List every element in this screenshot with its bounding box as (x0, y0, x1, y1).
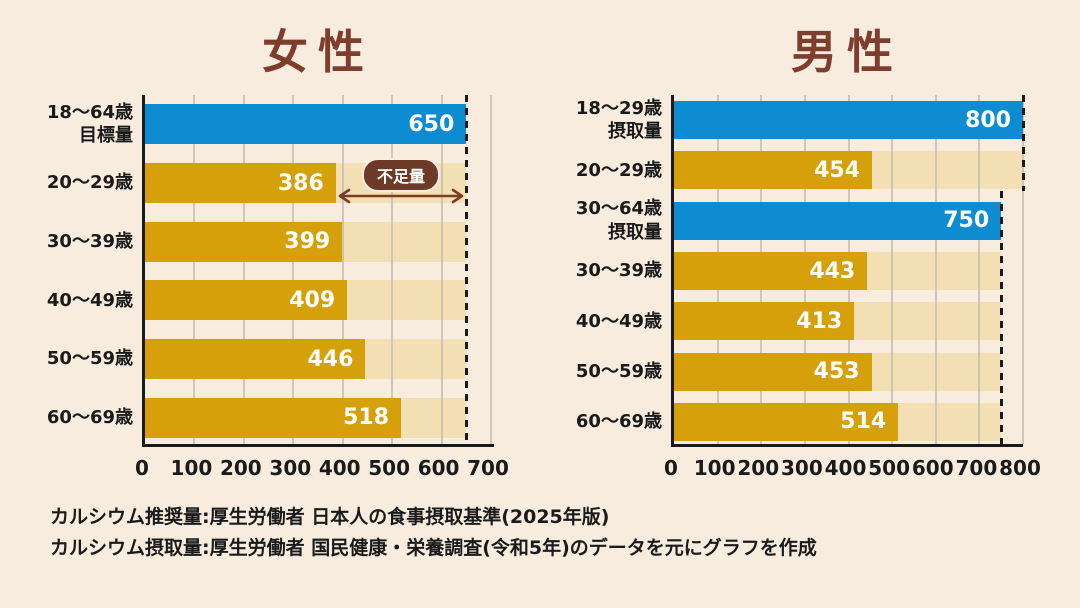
target-dashed-line (999, 190, 1003, 447)
bar-value-label: 413 (796, 308, 843, 334)
gridline (934, 95, 937, 444)
gridline (242, 95, 245, 444)
x-tick-label: 400 (318, 456, 361, 480)
row-label: 30〜64歳 摂取量 (575, 198, 662, 243)
target-dashed-line (1021, 95, 1025, 191)
row-label: 60〜69歳 (575, 411, 662, 433)
intake-bar: 518 (145, 397, 402, 438)
row-label: 60〜69歳 (46, 406, 133, 428)
bar-value-label: 454 (814, 157, 861, 183)
x-tick-label: 700 (955, 456, 998, 480)
x-tick-label: 500 (868, 456, 910, 480)
bar-value-label: 650 (408, 111, 455, 137)
footnote-recommended-source: カルシウム推奨量:厚生労働者 日本人の食事摂取基準(2025年版) (50, 506, 610, 528)
gridline (341, 95, 344, 444)
bar-value-label: 399 (284, 229, 331, 255)
intake-bar: 399 (145, 221, 343, 262)
chart-men: 男性 18〜29歳 摂取量 20〜29歳 30〜64歳 摂取量 30〜39歳 40〜49… (540, 0, 1080, 500)
x-tick-label: 0 (135, 456, 149, 480)
intake-bar: 453 (674, 352, 872, 391)
x-tick-label: 800 (999, 456, 1041, 480)
plot-area: 800 454 750 443 413 453 514 (671, 95, 1025, 447)
chart-men-title: 男性 (791, 25, 903, 79)
gridline (440, 95, 443, 444)
chart-women-canvas: 18〜64歳 目標量 20〜29歳 30〜39歳 40〜49歳 50〜59歳 60〜69歳… (0, 95, 540, 495)
intake-bar: 446 (145, 339, 366, 379)
bar-value-label: 453 (813, 359, 860, 385)
row-label: 20〜29歳 (575, 159, 662, 181)
target-bar: 750 (674, 201, 1002, 240)
bar-value-label: 800 (965, 107, 1011, 133)
gridline (391, 95, 394, 444)
target-bar: 650 (145, 104, 467, 145)
bar-value-label: 409 (289, 287, 336, 313)
row-label: 30〜39歳 (46, 230, 133, 252)
target-bar: 800 (674, 101, 1023, 140)
row-label: 20〜29歳 (46, 172, 133, 194)
x-tick-label: 200 (737, 456, 780, 480)
gridline (978, 95, 981, 444)
bar-value-label: 386 (277, 170, 324, 196)
gridline (490, 95, 492, 444)
x-tick-label: 100 (693, 456, 736, 480)
gridline (891, 95, 894, 444)
intake-bar: 454 (674, 151, 873, 190)
intake-bar: 413 (674, 302, 855, 341)
x-tick-label: 0 (664, 456, 678, 480)
gridline (1022, 95, 1024, 444)
x-tick-label: 400 (824, 456, 867, 480)
chart-women: 女性 18〜64歳 目標量 20〜29歳 30〜39歳 40〜49歳 50〜59歳 60〜… (0, 0, 540, 500)
intake-bar: 409 (145, 280, 348, 321)
gridline (292, 95, 295, 444)
target-dashed-line (464, 95, 468, 447)
chart-women-title: 女性 (262, 25, 374, 79)
bar-value-label: 514 (840, 409, 887, 435)
x-tick-label: 200 (219, 456, 262, 480)
shortage-badge: 不足量 (362, 157, 441, 192)
row-label: 50〜59歳 (575, 360, 662, 382)
x-tick-label: 300 (269, 456, 312, 480)
intake-bar: 514 (674, 402, 899, 441)
bar-value-label: 443 (809, 258, 856, 284)
bar-value-label: 518 (343, 405, 390, 431)
double-arrow-icon (338, 188, 464, 203)
x-tick-label: 600 (911, 456, 954, 480)
x-tick-label: 600 (417, 456, 460, 480)
intake-bar: 443 (674, 252, 868, 290)
intake-bar: 386 (145, 163, 336, 203)
x-tick-label: 700 (467, 456, 509, 480)
bar-value-label: 446 (307, 346, 354, 372)
row-label: 40〜49歳 (575, 310, 662, 332)
row-label: 18〜64歳 目標量 (46, 101, 133, 147)
x-tick-label: 100 (170, 456, 213, 480)
chart-men-canvas: 18〜29歳 摂取量 20〜29歳 30〜64歳 摂取量 30〜39歳 40〜49歳 50… (540, 95, 1080, 495)
row-label: 50〜59歳 (46, 348, 133, 370)
shortage-range-arrow (338, 188, 464, 204)
plot-area: 650 386 399 409 446 518 不足量 (142, 95, 494, 447)
x-tick-label: 500 (368, 456, 411, 480)
gridline (193, 95, 196, 444)
row-label: 30〜39歳 (575, 260, 662, 282)
footnote-intake-source: カルシウム摂取量:厚生労働者 国民健康・栄養調査(令和5年)のデータを元にグラフ… (50, 537, 817, 559)
row-label: 40〜49歳 (46, 289, 133, 311)
row-label: 18〜29歳 摂取量 (575, 97, 662, 143)
bar-value-label: 750 (943, 208, 990, 234)
source-footnotes: カルシウム推奨量:厚生労働者 日本人の食事摂取基準(2025年版) カルシウム摂… (50, 502, 817, 564)
x-tick-label: 300 (781, 456, 823, 480)
